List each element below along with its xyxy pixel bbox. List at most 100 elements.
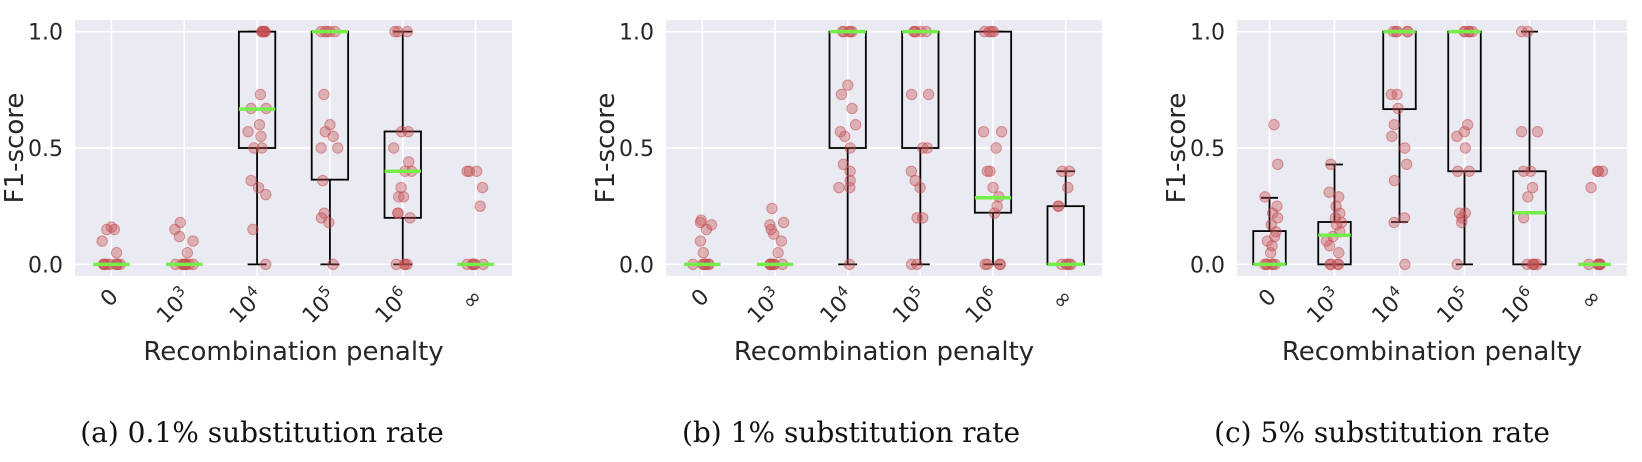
data-point xyxy=(247,223,259,236)
data-point xyxy=(1386,130,1398,143)
data-point xyxy=(764,219,776,231)
data-point xyxy=(1264,247,1277,259)
data-point xyxy=(1459,142,1472,154)
data-point xyxy=(1325,158,1337,170)
subfigure-caption: (b) 1% substitution rate xyxy=(682,416,1020,449)
data-point xyxy=(1398,212,1411,224)
data-point xyxy=(1385,88,1397,101)
x-tick-base: ∞ xyxy=(1047,285,1078,316)
x-tick-base: 0 xyxy=(1254,285,1282,313)
data-point xyxy=(1399,258,1411,271)
data-point xyxy=(463,165,476,177)
data-point xyxy=(1265,219,1277,231)
y-axis-label: F1-score xyxy=(591,93,621,204)
data-point xyxy=(318,207,330,219)
x-tick-base: 0 xyxy=(687,285,715,313)
y-tick-label: 0.0 xyxy=(1190,253,1225,278)
data-point xyxy=(174,216,186,229)
data-point xyxy=(395,126,408,138)
data-point xyxy=(392,207,404,219)
y-axis-label: F1-score xyxy=(1162,93,1192,204)
data-point xyxy=(388,142,400,154)
x-tick-label: 105 xyxy=(295,282,342,329)
x-axis-label: Recombination penalty xyxy=(143,337,443,367)
y-tick-label: 0.0 xyxy=(28,253,63,278)
data-point xyxy=(1522,25,1534,38)
y-tick-label: 1.0 xyxy=(28,21,63,46)
data-point xyxy=(404,212,416,224)
data-point xyxy=(1332,191,1345,203)
data-point xyxy=(1331,258,1344,271)
data-point xyxy=(255,130,267,143)
data-point xyxy=(254,88,267,101)
data-point xyxy=(775,235,788,247)
data-point xyxy=(835,88,848,101)
data-point xyxy=(1451,258,1463,271)
data-point xyxy=(1517,165,1530,177)
data-point xyxy=(318,88,330,101)
data-point xyxy=(1063,165,1076,177)
data-point xyxy=(1515,126,1528,138)
chart-panel-3: 0.0 0.5 1.0 F1-score 0 103 104 105 106 ∞ Recombina… xyxy=(1162,20,1627,449)
data-point xyxy=(844,174,856,187)
data-point xyxy=(1399,142,1411,154)
data-point xyxy=(991,200,1003,212)
data-point xyxy=(1391,88,1403,101)
data-point xyxy=(256,142,268,154)
data-point xyxy=(1325,258,1337,271)
data-point xyxy=(846,102,858,115)
data-point xyxy=(844,142,856,154)
data-point xyxy=(977,126,990,138)
data-point xyxy=(245,174,257,187)
data-point xyxy=(1400,158,1413,170)
subfigure-caption: (c) 5% substitution rate xyxy=(1214,416,1550,449)
data-point xyxy=(1388,119,1400,131)
data-point xyxy=(837,158,850,170)
data-point xyxy=(1459,207,1472,219)
x-tick-base: ∞ xyxy=(457,285,488,316)
data-point xyxy=(990,142,1002,154)
x-tick-label: 106 xyxy=(368,282,415,329)
data-point xyxy=(255,25,268,38)
data-point xyxy=(253,119,266,131)
y-axis-label: F1-score xyxy=(0,93,30,204)
data-point xyxy=(1461,119,1474,131)
data-point xyxy=(395,181,407,194)
x-axis-label: Recombination penalty xyxy=(1282,337,1582,367)
data-point xyxy=(390,258,403,271)
y-tick-label: 1.0 xyxy=(1190,21,1225,46)
x-tick-label: 103 xyxy=(740,282,787,329)
data-point xyxy=(242,126,254,138)
data-point xyxy=(905,88,918,101)
data-point xyxy=(392,25,404,38)
data-point xyxy=(1451,165,1464,177)
data-point xyxy=(401,258,413,271)
data-point xyxy=(96,235,108,247)
data-point xyxy=(332,142,344,154)
x-tick-label: ∞ xyxy=(1047,285,1078,316)
data-point xyxy=(474,200,486,212)
data-point xyxy=(1268,119,1280,131)
x-tick-label: ∞ xyxy=(1576,285,1607,316)
data-point xyxy=(833,181,845,194)
data-point xyxy=(1585,181,1597,194)
data-point xyxy=(987,181,999,194)
data-point xyxy=(1259,191,1271,203)
data-point xyxy=(260,188,272,201)
data-point xyxy=(849,119,862,131)
data-point xyxy=(981,258,994,271)
y-tick-label: 1.0 xyxy=(619,21,654,46)
y-tick-label: 0.5 xyxy=(619,137,654,162)
data-point xyxy=(988,207,1001,219)
chart-panel-2: 0.0 0.5 1.0 F1-score 0 103 104 105 106 ∞ Recombina… xyxy=(591,20,1102,449)
data-point xyxy=(1334,207,1346,219)
data-point xyxy=(1526,181,1539,194)
x-tick-label: 0 xyxy=(96,285,124,313)
data-point xyxy=(1388,174,1401,187)
data-point xyxy=(324,119,336,131)
data-point xyxy=(921,142,934,154)
data-point xyxy=(844,165,856,177)
data-point xyxy=(317,174,329,187)
y-tick-label: 0.0 xyxy=(619,253,654,278)
